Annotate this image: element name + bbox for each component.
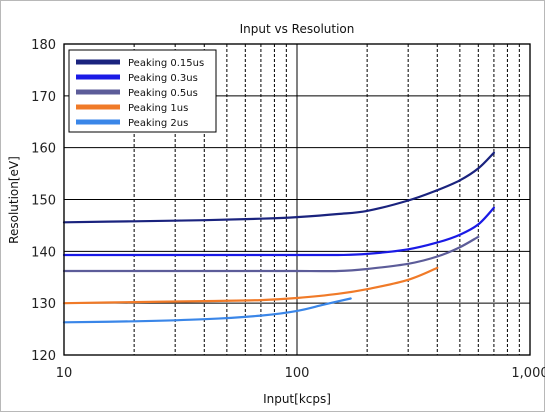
y-axis-label: Resolution[eV]	[7, 156, 21, 244]
legend-label: Peaking 0.15us	[128, 58, 204, 69]
legend: Peaking 0.15us Peaking 0.3us Peaking 0.5us…	[68, 49, 217, 133]
series-line	[62, 206, 495, 257]
series-line	[62, 235, 480, 273]
legend-label: Peaking 2us	[128, 118, 188, 129]
x-tick-labels: 10 100 1,000	[56, 366, 545, 381]
legend-label: Peaking 0.5us	[128, 88, 198, 99]
y-tick-labels: 120 130 140 150 160 170 180	[31, 38, 56, 364]
series-lines	[62, 151, 495, 324]
x-tick-label: 100	[285, 366, 310, 381]
y-tick-label: 160	[31, 142, 56, 157]
x-axis-label: Input[kcps]	[263, 392, 331, 406]
series-line	[62, 151, 495, 224]
y-tick-label: 140	[31, 245, 56, 260]
plot-border	[63, 43, 531, 356]
series-line	[62, 266, 439, 305]
legend-label: Peaking 1us	[128, 103, 188, 114]
x-tick-label: 1,000	[511, 366, 545, 381]
y-tick-label: 150	[31, 194, 56, 209]
y-tick-label: 180	[31, 38, 56, 53]
series-line	[62, 297, 352, 324]
x-tick-label: 10	[56, 366, 73, 381]
y-tick-label: 170	[31, 90, 56, 105]
y-tick-label: 120	[31, 349, 56, 364]
y-tick-label: 130	[31, 297, 56, 312]
chart-title: Input vs Resolution	[240, 22, 355, 36]
legend-label: Peaking 0.3us	[128, 73, 198, 84]
